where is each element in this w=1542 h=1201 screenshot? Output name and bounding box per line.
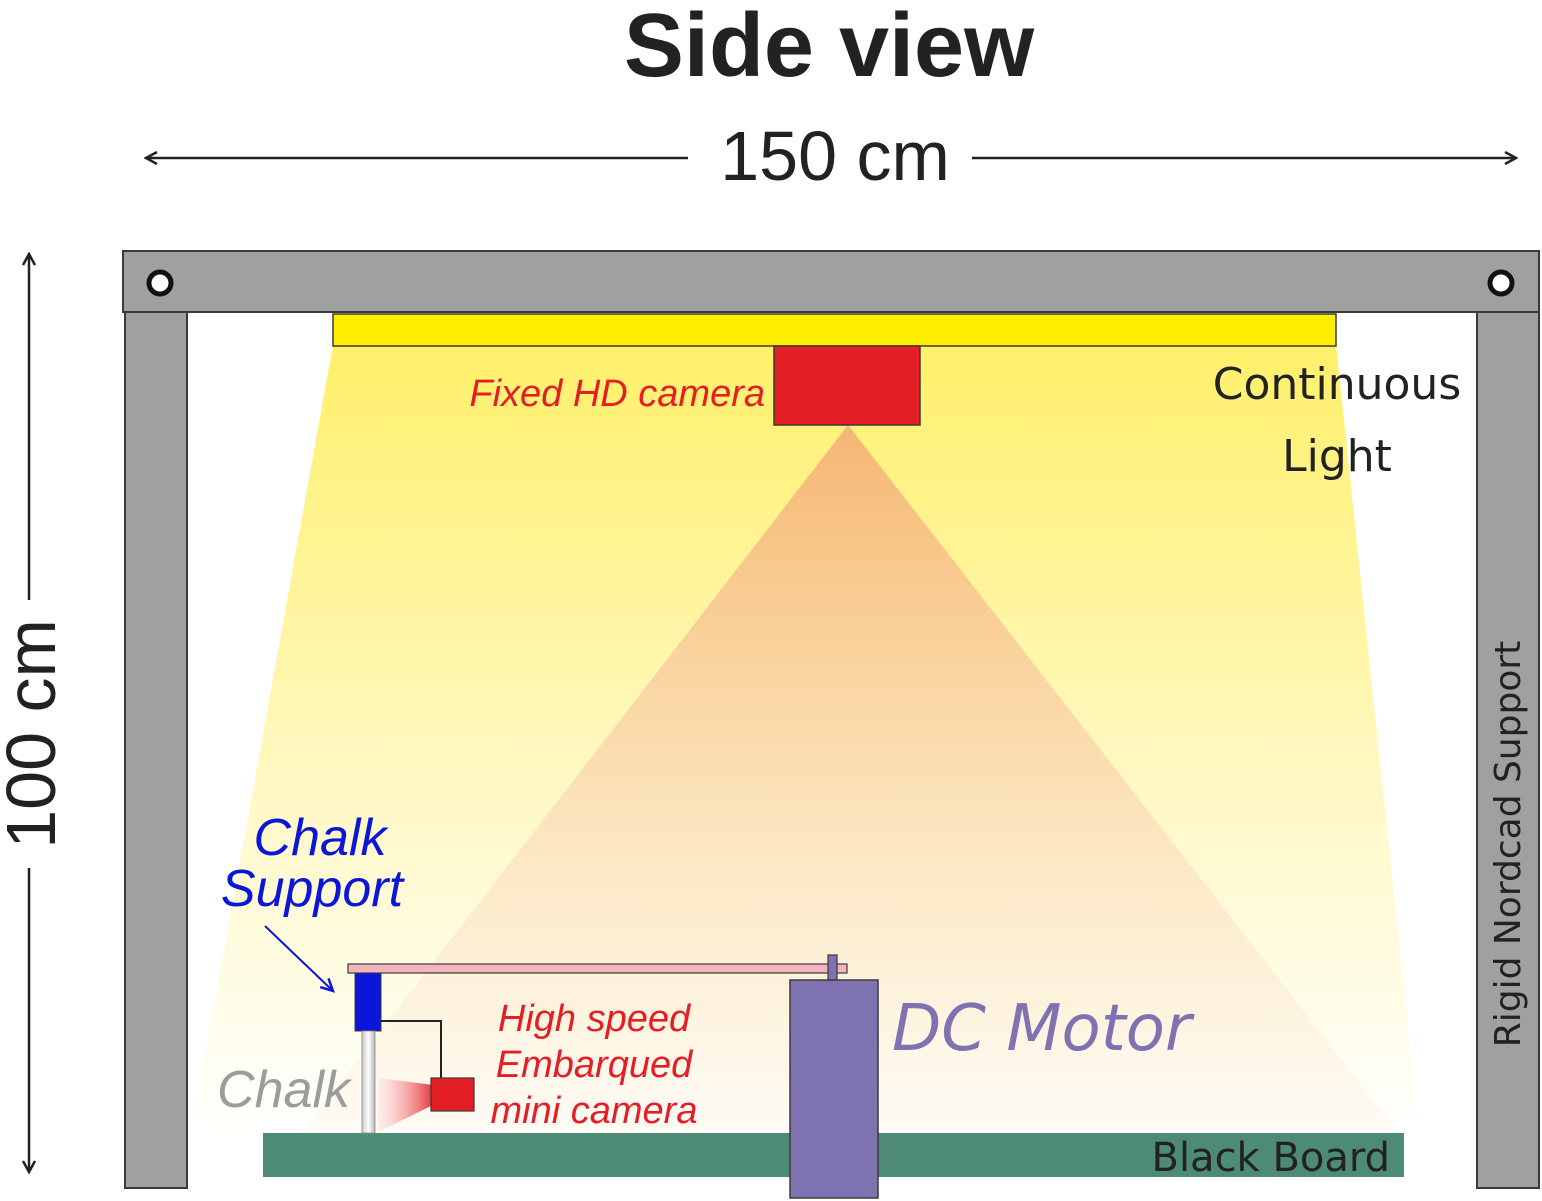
- continuous-light-bar: [332, 313, 1337, 347]
- mini-camera-label-line2: Embarqued: [496, 1044, 694, 1086]
- mini-camera-field-of-view: [378, 1078, 433, 1132]
- mini-camera-label-line1: High speed: [498, 998, 692, 1040]
- chalk-support-label-line2: Support: [221, 860, 406, 918]
- fixed-hd-camera: [773, 345, 921, 426]
- frame-left-post: [124, 311, 188, 1189]
- black-board-label: Black Board: [1152, 1135, 1391, 1181]
- continuous-light-label-line1: Continuous: [1213, 359, 1462, 410]
- frame-top-beam: [122, 250, 1540, 313]
- chalk-support-label-line1: Chalk: [254, 809, 390, 867]
- mini-camera-label-line3: mini camera: [491, 1090, 698, 1132]
- width-label: 150 cm: [720, 117, 950, 195]
- motor-shaft: [827, 954, 838, 982]
- chalk-support-pointer: [264, 925, 336, 993]
- fixed-camera-label: Fixed HD camera: [469, 373, 765, 415]
- chalk-label: Chalk: [217, 1061, 353, 1119]
- diagram-title: Side view: [624, 0, 1035, 96]
- dc-motor: [789, 979, 879, 1199]
- chalk: [361, 1030, 376, 1134]
- bolt-left-icon: [146, 269, 174, 297]
- mini-camera: [430, 1077, 475, 1112]
- dc-motor-label: DC Motor: [892, 992, 1195, 1066]
- continuous-light-label-line2: Light: [1282, 431, 1392, 482]
- chalk-support: [354, 972, 382, 1032]
- bolt-right-icon: [1487, 269, 1515, 297]
- height-label: 100 cm: [0, 619, 70, 849]
- rotating-arm: [347, 963, 848, 974]
- frame-right-post: [1476, 311, 1540, 1189]
- hd-camera-field-of-view: [300, 425, 1400, 1135]
- rigid-support-label: Rigid Nordcad Support: [1488, 641, 1529, 1048]
- mini-camera-mount: [381, 1020, 442, 1078]
